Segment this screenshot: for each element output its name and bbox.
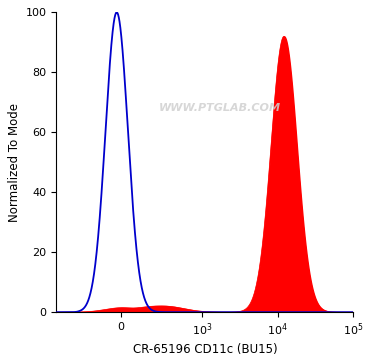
Y-axis label: Normalized To Mode: Normalized To Mode <box>8 103 21 222</box>
X-axis label: CR-65196 CD11c (BU15): CR-65196 CD11c (BU15) <box>132 343 277 356</box>
Text: WWW.PTGLAB.COM: WWW.PTGLAB.COM <box>158 103 281 113</box>
